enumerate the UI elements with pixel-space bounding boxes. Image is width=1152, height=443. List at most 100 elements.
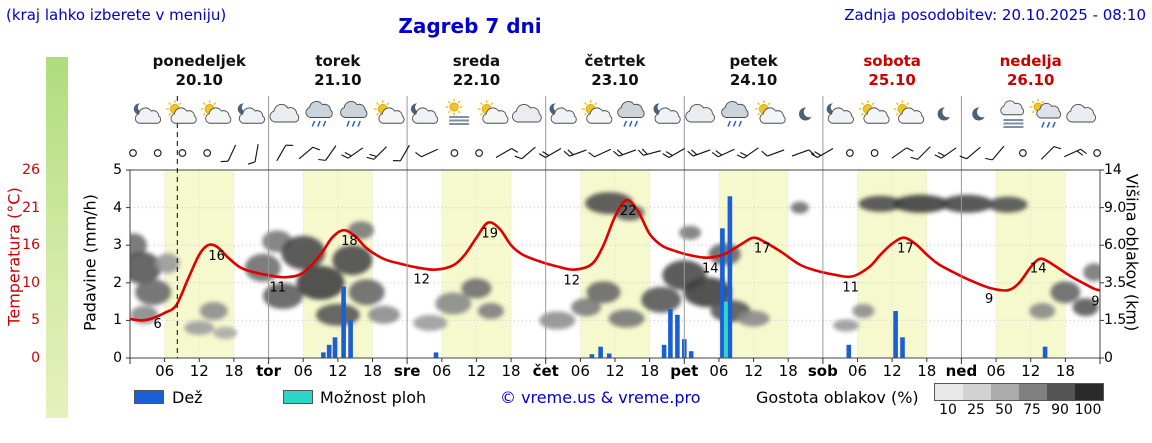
day-name: nedelja <box>999 52 1062 70</box>
xaxis-day-label: sob <box>807 362 838 380</box>
precip-tick: 3 <box>113 237 122 254</box>
svg-text:11: 11 <box>270 281 287 296</box>
precip-tick: 0 <box>113 350 122 366</box>
xaxis-hour-label: 12 <box>605 362 625 380</box>
cloud-density-label: Gostota oblakov (%) <box>756 388 919 407</box>
weather-icons-row <box>133 98 1096 128</box>
xaxis-hour-label: 18 <box>501 362 521 380</box>
xaxis-hour-label: 12 <box>882 362 902 380</box>
density-segment <box>1075 384 1103 400</box>
temp-tick: 0 <box>31 350 40 366</box>
day-name: petek <box>729 52 778 70</box>
xaxis-hour-label: 18 <box>224 362 244 380</box>
svg-text:9: 9 <box>1091 294 1099 309</box>
xaxis-hour-label: 18 <box>362 362 383 380</box>
xaxis-day-label: pet <box>670 362 699 380</box>
density-tick-label: 25 <box>967 402 985 418</box>
temp-tick: 16 <box>22 237 40 254</box>
svg-text:17: 17 <box>897 242 914 257</box>
wind-barbs-row <box>129 144 1101 165</box>
temp-point-labels: 6 16 11 18 12 19 12 22 14 17 11 17 9 14 9 <box>154 204 1100 332</box>
density-tick-label: 10 <box>939 402 957 418</box>
shower-legend-label: Možnost ploh <box>320 388 427 407</box>
density-segment <box>1019 384 1047 400</box>
day-date: 20.10 <box>175 71 223 89</box>
svg-text:14: 14 <box>702 262 719 277</box>
rain-legend-swatch <box>134 390 164 404</box>
xaxis-day-label: sre <box>393 362 421 380</box>
density-tick-label: 90 <box>1051 402 1069 418</box>
svg-text:6: 6 <box>154 317 162 332</box>
xaxis-day-label: čet <box>532 362 559 380</box>
temp-tick: 10 <box>22 274 40 291</box>
svg-text:11: 11 <box>842 281 859 296</box>
axis-ticks <box>126 169 1104 364</box>
page-title: Zagreb 7 dni <box>398 14 542 38</box>
xaxis-hour-label: 12 <box>466 362 486 380</box>
day-date: 23.10 <box>591 71 639 89</box>
density-segment <box>1047 384 1075 400</box>
xaxis-hour-label: 12 <box>744 362 764 380</box>
copyright-link[interactable]: © vreme.us & vreme.pro <box>500 388 701 407</box>
density-segment <box>991 384 1019 400</box>
day-name: torek <box>315 52 361 70</box>
cloud-tick: 9.0 <box>1104 199 1127 216</box>
day-separators <box>268 96 962 358</box>
xaxis-hour-label: 18 <box>1055 362 1075 380</box>
svg-text:14: 14 <box>1030 262 1047 277</box>
xaxis-hour-label: 06 <box>432 362 452 380</box>
temp-tick: 21 <box>22 199 40 216</box>
density-tick-label: 75 <box>1023 402 1041 418</box>
precip-tick: 2 <box>113 274 122 291</box>
rain-legend-label: Dež <box>172 388 203 407</box>
precip-tick: 1 <box>113 312 122 329</box>
temp-tick: 26 <box>22 162 40 178</box>
shower-legend-swatch <box>283 390 313 404</box>
precip-tick: 5 <box>113 162 122 178</box>
precip-tick: 4 <box>113 199 122 216</box>
cloud-tick: 6.0 <box>1104 237 1127 254</box>
xaxis-hour-label: 06 <box>155 362 175 380</box>
density-tick-label: 50 <box>995 402 1013 418</box>
xaxis-hour-label: 12 <box>328 362 348 380</box>
xaxis-hour-label: 18 <box>778 362 798 380</box>
day-date: 21.10 <box>314 71 362 89</box>
xaxis-hour-label: 06 <box>847 362 868 380</box>
day-name: ponedeljek <box>152 52 246 70</box>
svg-text:12: 12 <box>413 272 430 287</box>
xaxis-day-label: ned <box>945 362 978 380</box>
svg-text:9: 9 <box>985 292 993 307</box>
svg-text:17: 17 <box>754 242 771 257</box>
density-segment <box>935 384 963 400</box>
svg-text:19: 19 <box>481 227 498 242</box>
xaxis-hour-label: 18 <box>917 362 937 380</box>
svg-text:18: 18 <box>341 234 358 249</box>
cloud-tick: 0 <box>1104 350 1113 366</box>
xaxis-hour-label: 06 <box>570 362 590 380</box>
xaxis-hour-label: 06 <box>986 362 1006 380</box>
day-name: četrtek <box>584 52 646 70</box>
day-name: sobota <box>863 52 921 70</box>
svg-text:22: 22 <box>620 204 637 219</box>
day-date: 25.10 <box>868 71 916 89</box>
day-name: sreda <box>452 52 501 70</box>
day-date: 26.10 <box>1006 71 1055 89</box>
xaxis-hour-label: 06 <box>293 362 313 380</box>
temp-tick: 5 <box>31 312 40 329</box>
density-segment <box>963 384 991 400</box>
xaxis-hour-label: 06 <box>709 362 729 380</box>
xaxis-hour-label: 12 <box>1021 362 1041 380</box>
svg-text:16: 16 <box>208 249 225 264</box>
xaxis-day-label: tor <box>256 362 281 380</box>
svg-text:12: 12 <box>563 274 580 289</box>
cloud-tick: 3.5 <box>1104 274 1127 291</box>
cloud-tick: 14 <box>1104 162 1122 178</box>
day-date: 22.10 <box>452 71 501 89</box>
cloud-density-colorbar <box>934 383 1104 401</box>
location-hint: (kraj lahko izberete v meniju) <box>6 6 227 24</box>
density-tick-label: 100 <box>1074 402 1102 418</box>
cloud-layer <box>130 192 1100 339</box>
day-date: 24.10 <box>729 71 778 89</box>
